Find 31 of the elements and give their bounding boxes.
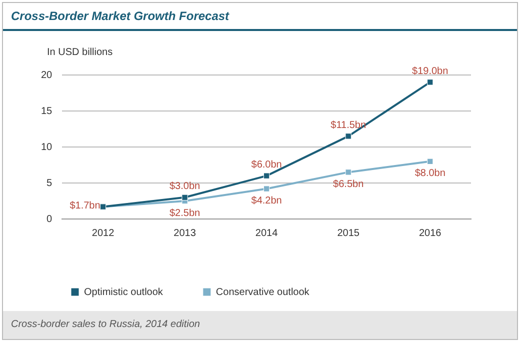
data-label: $6.5bn bbox=[333, 178, 364, 190]
y-axis-title: In USD billions bbox=[47, 47, 113, 58]
y-tick-label: 5 bbox=[46, 178, 53, 189]
data-label: $11.5bn bbox=[330, 120, 366, 131]
x-tick-label: 2013 bbox=[174, 228, 196, 239]
y-tick-label: 20 bbox=[41, 70, 53, 81]
x-tick-label: 2015 bbox=[337, 228, 360, 239]
chart-title: Cross-Border Market Growth Forecast bbox=[11, 9, 230, 23]
point bbox=[427, 79, 434, 86]
data-label: $19.0bn bbox=[412, 66, 448, 77]
point bbox=[182, 194, 188, 200]
point bbox=[427, 158, 434, 164]
point bbox=[345, 169, 352, 176]
point bbox=[345, 133, 352, 140]
data-label: $3.0bn bbox=[169, 181, 200, 192]
data-label: $2.5bn bbox=[169, 208, 200, 219]
y-tick-label: 15 bbox=[41, 106, 53, 117]
legend-label: Conservative outlook bbox=[216, 286, 310, 298]
legend-label: Optimistic outlook bbox=[84, 286, 164, 298]
x-tick-label: 2012 bbox=[92, 228, 115, 239]
text: Cross-border sales to Russia, 2014 edition bbox=[11, 319, 200, 330]
point bbox=[263, 172, 270, 179]
x-tick-label: 2014 bbox=[255, 228, 278, 239]
data-label: $1.7bn bbox=[70, 200, 100, 212]
y-tick-label: 10 bbox=[41, 142, 53, 153]
data-label: $4.2bn bbox=[251, 196, 282, 207]
x-tick-label: 2016 bbox=[418, 228, 442, 239]
y-tick-label: 0 bbox=[46, 214, 53, 225]
data-label: $6.0bn bbox=[251, 160, 282, 171]
point bbox=[263, 186, 270, 192]
data-label: $8.0bn bbox=[414, 168, 446, 180]
